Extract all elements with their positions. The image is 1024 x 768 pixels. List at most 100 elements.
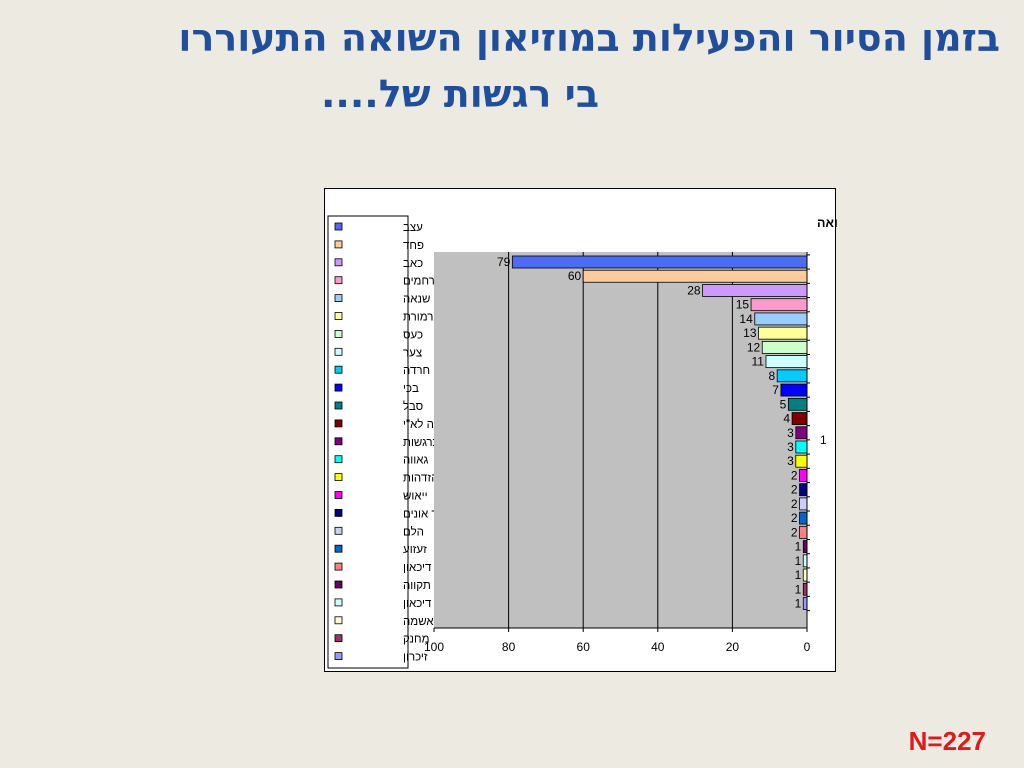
legend-label: הלם xyxy=(403,525,424,538)
legend-swatch xyxy=(334,634,343,643)
legend-swatch xyxy=(334,312,343,320)
bar-value-label: 3 xyxy=(787,440,794,454)
legend-swatch xyxy=(334,473,343,482)
bar xyxy=(750,298,808,312)
legend-swatch xyxy=(334,437,343,446)
bar xyxy=(758,326,808,340)
legend-swatch xyxy=(334,329,343,338)
bar xyxy=(799,511,808,525)
gridlines xyxy=(508,252,733,628)
chart-frame: רגשות שעלו בי בזמן הסיור והפעלות במוזיאו… xyxy=(324,188,837,672)
bar xyxy=(702,284,808,297)
bar-value-label: 1 xyxy=(795,568,802,582)
x-tick-label: 80 xyxy=(502,640,516,654)
bar xyxy=(795,454,808,468)
bar xyxy=(511,255,808,269)
legend-swatch xyxy=(334,616,343,625)
plot-area xyxy=(434,252,807,628)
stray-data-label: 1 xyxy=(820,433,827,447)
bar-value-label: 60 xyxy=(568,269,582,283)
slide-title-line2: בי רגשות של.... xyxy=(320,72,600,116)
legend-label: סבל xyxy=(403,400,423,413)
legend-label: תקווה xyxy=(403,580,431,592)
bar xyxy=(761,340,808,354)
legend-swatch xyxy=(334,526,343,535)
legend-label: דיכאון xyxy=(403,562,432,574)
legend-swatch xyxy=(334,294,343,302)
bar xyxy=(765,355,808,369)
chart-title: רגשות שעלו בי בזמן הסיור והפעלות במוזיאו… xyxy=(817,216,837,230)
bar xyxy=(802,554,808,568)
bar-value-label: 8 xyxy=(768,369,775,383)
bar xyxy=(799,483,808,497)
legend-label: שנאה xyxy=(403,294,430,306)
legend-swatch xyxy=(334,258,343,267)
bar xyxy=(787,397,808,411)
bar-value-label: 15 xyxy=(736,298,750,312)
legend-swatch xyxy=(334,580,343,589)
bar xyxy=(754,312,808,326)
bar-value-label: 1 xyxy=(795,540,802,554)
legend-label: הזדהות xyxy=(403,473,439,485)
legend-swatch xyxy=(334,562,343,571)
legend-swatch xyxy=(334,419,343,428)
bar-value-label: 13 xyxy=(743,326,757,340)
legend-swatch xyxy=(334,276,343,285)
legend-label: דיכאון xyxy=(403,598,432,610)
bar-value-label: 3 xyxy=(787,426,794,440)
legend-label: בכי xyxy=(403,383,419,395)
x-tick-label: 0 xyxy=(804,640,811,654)
bar xyxy=(799,497,808,511)
legend-label: ייאוש xyxy=(403,491,428,503)
legend-swatch xyxy=(334,544,343,553)
bar xyxy=(802,582,808,596)
bar-value-label: 28 xyxy=(687,283,701,297)
legend-swatch xyxy=(334,598,343,607)
legend-swatch xyxy=(334,401,343,410)
x-tick-label: 40 xyxy=(651,640,665,654)
bar-value-label: 3 xyxy=(787,454,794,468)
bar-value-label: 7 xyxy=(772,383,779,397)
bar xyxy=(795,440,808,454)
legend-label: זעזוע xyxy=(403,544,427,556)
legend-swatch xyxy=(334,240,343,249)
emotions-bar-chart: רגשות שעלו בי בזמן הסיור והפעלות במוזיאו… xyxy=(327,215,837,669)
legend-swatch xyxy=(334,652,343,661)
legend-label: גאווה xyxy=(403,455,428,467)
bar-value-label: 1 xyxy=(795,597,802,611)
bar-value-label: 2 xyxy=(791,483,798,497)
bar xyxy=(799,469,808,482)
bar-value-label: 2 xyxy=(791,525,798,539)
bar xyxy=(795,426,808,440)
legend-swatch xyxy=(334,222,343,231)
x-tick-label: 100 xyxy=(424,640,444,654)
legend-label: צער xyxy=(403,347,422,359)
bar xyxy=(802,568,808,582)
sample-size-label: N=227 xyxy=(908,726,986,756)
legend-label: זיכרון xyxy=(403,652,428,664)
x-tick-label: 60 xyxy=(577,640,591,654)
bar-value-label: 4 xyxy=(783,412,790,426)
bar-value-label: 5 xyxy=(780,397,787,411)
legend-label: חרדה xyxy=(403,365,430,377)
legend-swatch xyxy=(334,347,343,356)
slide-title-line1: בזמן הסיור והפעילות במוזיאון השואה התעור… xyxy=(178,16,1000,60)
legend-label: רחמים xyxy=(403,276,435,288)
bar xyxy=(802,597,808,610)
slide-title: בזמן הסיור והפעילות במוזיאון השואה התעור… xyxy=(60,10,1000,122)
bar xyxy=(780,383,808,397)
legend-label: עצב xyxy=(403,222,423,234)
legend-label: כאב xyxy=(403,258,423,270)
legend-label: מחנק xyxy=(403,634,430,646)
legend-swatch xyxy=(334,508,343,517)
bar xyxy=(582,269,808,283)
bar-value-label: 1 xyxy=(795,582,802,596)
legend-label: אשמה xyxy=(403,616,434,628)
bar xyxy=(776,369,808,383)
bar-value-label: 2 xyxy=(791,511,798,525)
bar-value-label: 11 xyxy=(752,355,765,369)
bar xyxy=(802,540,808,554)
legend-swatch xyxy=(334,455,343,464)
legend-swatch xyxy=(334,365,343,374)
